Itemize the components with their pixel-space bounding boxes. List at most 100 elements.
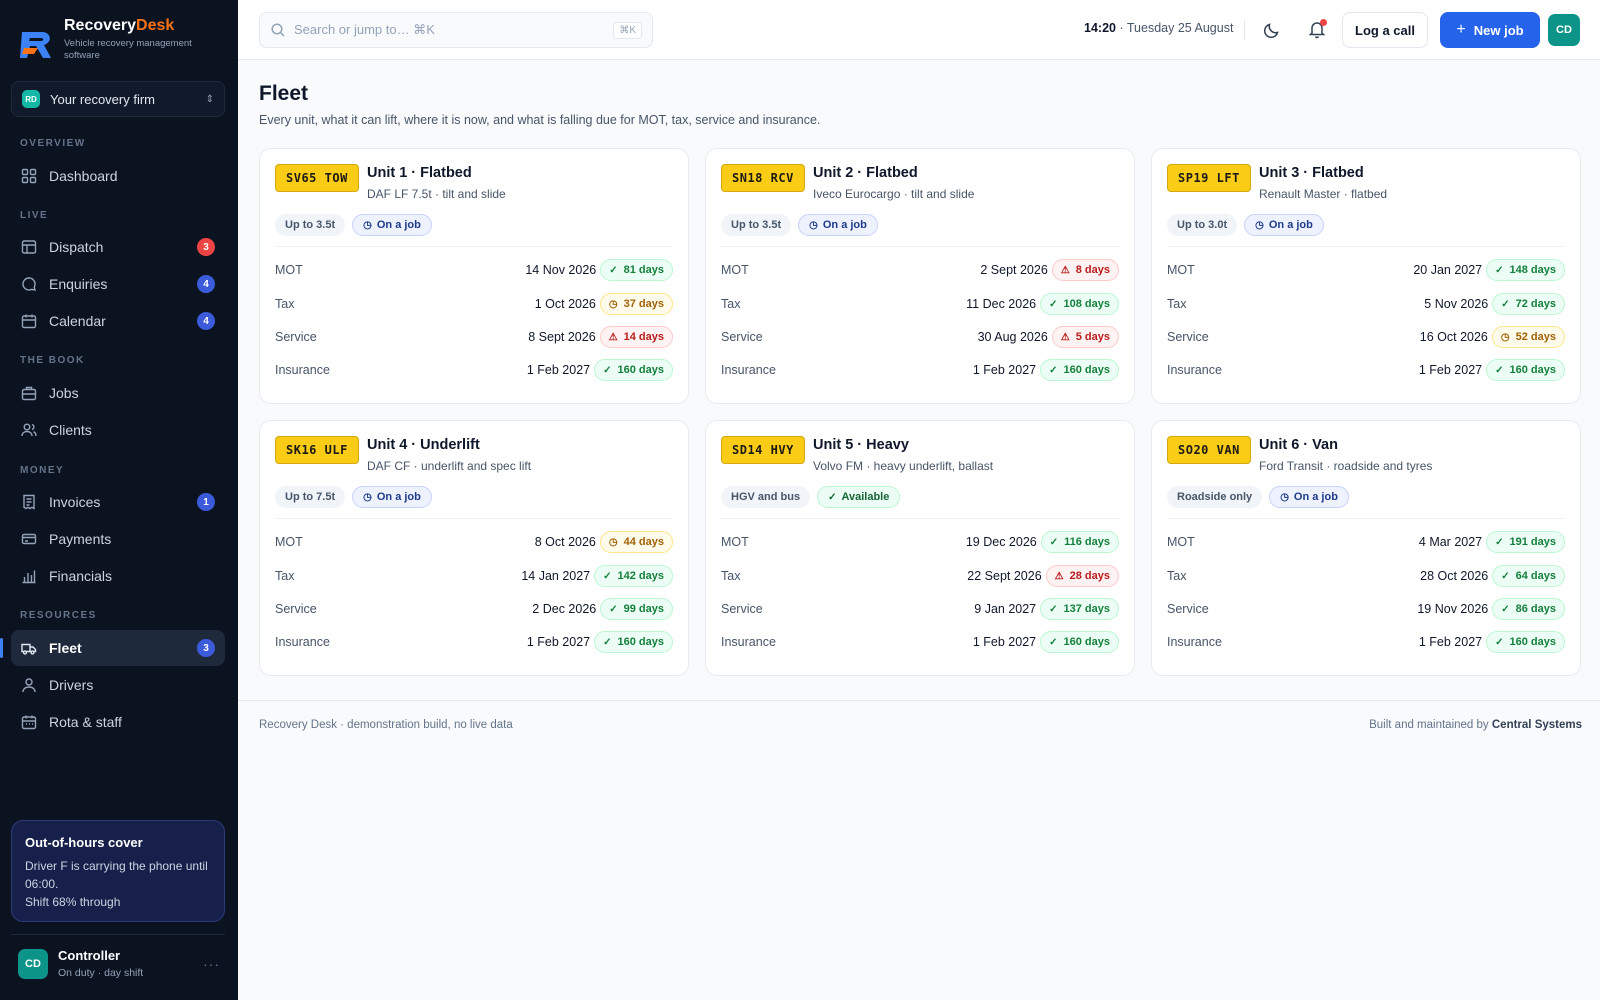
top-bar: Search or jump to… ⌘K ⌘K 14:20 · Tuesday… xyxy=(238,0,1600,60)
days-remaining-badge: ✓ 99 days xyxy=(600,598,673,620)
compliance-label: Tax xyxy=(1167,297,1187,311)
more-icon[interactable]: ··· xyxy=(203,955,220,972)
days-remaining-badge: ✓ 72 days xyxy=(1492,293,1565,315)
search-placeholder: Search or jump to… ⌘K xyxy=(294,22,435,37)
check-icon: ✓ xyxy=(1049,364,1058,376)
compliance-label: MOT xyxy=(721,535,749,549)
sidebar-item-payments[interactable]: Payments xyxy=(11,521,225,557)
check-icon: ✓ xyxy=(1501,298,1510,310)
count-badge: 4 xyxy=(197,312,215,330)
divider xyxy=(721,518,1119,519)
compliance-label: Tax xyxy=(275,569,295,583)
sidebar-item-calendar[interactable]: Calendar 4 xyxy=(11,303,225,339)
sidebar-item-financials[interactable]: Financials xyxy=(11,558,225,594)
status-badge: ◷ On a job xyxy=(352,486,432,508)
clock-icon: ◷ xyxy=(1500,331,1510,343)
clock-icon: ◷ xyxy=(363,219,372,231)
count-badge: 3 xyxy=(197,639,215,657)
new-job-label: New job xyxy=(1473,22,1524,38)
sidebar-item-label: Dispatch xyxy=(49,239,104,255)
fleet-unit-card[interactable]: SV65 TOW Unit 1 · Flatbed DAF LF 7.5t · ti… xyxy=(259,148,689,404)
compliance-row: Service 9 Jan 2027 ✓ 137 days xyxy=(721,597,1119,621)
section-live: LIVE xyxy=(20,210,49,221)
fleet-unit-card[interactable]: SN18 RCV Unit 2 · Flatbed Iveco Eurocargo … xyxy=(705,148,1135,404)
divider xyxy=(721,246,1119,247)
due-date: 2 Sept 2026 xyxy=(980,263,1048,277)
compliance-label: MOT xyxy=(1167,535,1195,549)
check-icon: ✓ xyxy=(1049,603,1058,615)
invoice-icon xyxy=(21,494,37,510)
brand[interactable]: RecoveryDesk Vehicle recovery management… xyxy=(18,14,204,64)
sidebar-item-jobs[interactable]: Jobs xyxy=(11,375,225,411)
sidebar-item-invoices[interactable]: Invoices 1 xyxy=(11,484,225,520)
status-badge: ◷ On a job xyxy=(352,214,432,236)
sidebar-item-enquiries[interactable]: Enquiries 4 xyxy=(11,266,225,302)
compliance-row: Insurance 1 Feb 2027 ✓ 160 days xyxy=(275,358,673,382)
registration-plate: SV65 TOW xyxy=(275,164,359,192)
due-date: 9 Jan 2027 xyxy=(974,602,1037,616)
clock-icon: ◷ xyxy=(1255,219,1264,231)
compliance-label: Insurance xyxy=(275,363,330,377)
days-remaining-badge: ✓ 160 days xyxy=(1486,359,1565,381)
sidebar-item-dispatch[interactable]: Dispatch 3 xyxy=(11,229,225,265)
sidebar-item-drivers[interactable]: Drivers xyxy=(11,667,225,703)
bell-icon[interactable] xyxy=(1306,18,1328,40)
registration-plate: SK16 ULF xyxy=(275,436,359,464)
compliance-label: Tax xyxy=(721,297,741,311)
user-status: On duty · day shift xyxy=(58,967,144,979)
firm-name: Your recovery firm xyxy=(50,91,155,107)
clock: 14:20 · Tuesday 25 August xyxy=(1084,21,1233,35)
compliance-label: Service xyxy=(721,330,763,344)
compliance-label: Tax xyxy=(275,297,295,311)
new-job-button[interactable]: + New job xyxy=(1440,12,1540,48)
clock-icon: ◷ xyxy=(608,536,618,548)
user-icon xyxy=(21,677,37,693)
due-date: 19 Dec 2026 xyxy=(965,535,1037,549)
log-call-button[interactable]: Log a call xyxy=(1342,12,1428,48)
due-date: 8 Oct 2026 xyxy=(534,535,596,549)
check-icon: ✓ xyxy=(828,491,837,503)
fleet-unit-card[interactable]: SO20 VAN Unit 6 · Van Ford Transit · roads… xyxy=(1151,420,1581,676)
divider xyxy=(275,518,673,519)
warning-icon: ⚠ xyxy=(608,331,618,343)
count-badge: 1 xyxy=(197,493,215,511)
sidebar-item-label: Enquiries xyxy=(49,276,108,292)
search-input[interactable]: Search or jump to… ⌘K ⌘K xyxy=(259,12,653,48)
divider xyxy=(238,700,1600,701)
out-of-hours-card: Out-of-hours cover Driver F is carrying … xyxy=(11,820,225,922)
footer-credit: Built and maintained by Central Systems xyxy=(1369,719,1582,731)
sidebar-item-dashboard[interactable]: Dashboard xyxy=(11,158,225,194)
fleet-unit-card[interactable]: SD14 HVY Unit 5 · Heavy Volvo FM · heavy u… xyxy=(705,420,1135,676)
compliance-label: Service xyxy=(1167,330,1209,344)
firm-switcher[interactable]: RD Your recovery firm ⇕ xyxy=(11,81,225,117)
sidebar-item-clients[interactable]: Clients xyxy=(11,412,225,448)
due-date: 1 Feb 2027 xyxy=(972,635,1037,649)
status-badge: ◷ On a job xyxy=(798,214,878,236)
unit-description: Renault Master · flatbed xyxy=(1259,187,1388,201)
avatar[interactable]: CD xyxy=(1548,14,1580,46)
registration-plate: SD14 HVY xyxy=(721,436,805,464)
check-icon: ✓ xyxy=(603,636,612,648)
moon-icon[interactable] xyxy=(1262,20,1282,40)
page-title: Fleet xyxy=(259,82,309,105)
due-date: 22 Sept 2026 xyxy=(967,569,1042,583)
firm-badge: RD xyxy=(22,90,40,108)
current-user[interactable]: CD Controller On duty · day shift ··· xyxy=(18,948,220,979)
due-date: 8 Sept 2026 xyxy=(528,330,596,344)
bar-chart-icon xyxy=(21,568,37,584)
recoverydesk-logo-icon xyxy=(20,32,51,58)
page-subtitle: Every unit, what it can lift, where it i… xyxy=(259,113,821,127)
compliance-label: Service xyxy=(1167,602,1209,616)
calendar-icon xyxy=(21,313,37,329)
fleet-unit-card[interactable]: SP19 LFT Unit 3 · Flatbed Renault Master ·… xyxy=(1151,148,1581,404)
days-remaining-badge: ✓ 86 days xyxy=(1492,598,1565,620)
status-badge: ◷ On a job xyxy=(1269,486,1349,508)
due-date: 30 Aug 2026 xyxy=(977,330,1048,344)
sidebar-item-rota-staff[interactable]: Rota & staff xyxy=(11,704,225,740)
fleet-unit-card[interactable]: SK16 ULF Unit 4 · Underlift DAF CF · under… xyxy=(259,420,689,676)
sidebar-item-fleet[interactable]: Fleet 3 xyxy=(11,630,225,666)
compliance-row: MOT 4 Mar 2027 ✓ 191 days xyxy=(1167,530,1565,554)
due-date: 1 Feb 2027 xyxy=(526,635,591,649)
compliance-label: Insurance xyxy=(721,635,776,649)
section-resources: RESOURCES xyxy=(20,610,97,621)
